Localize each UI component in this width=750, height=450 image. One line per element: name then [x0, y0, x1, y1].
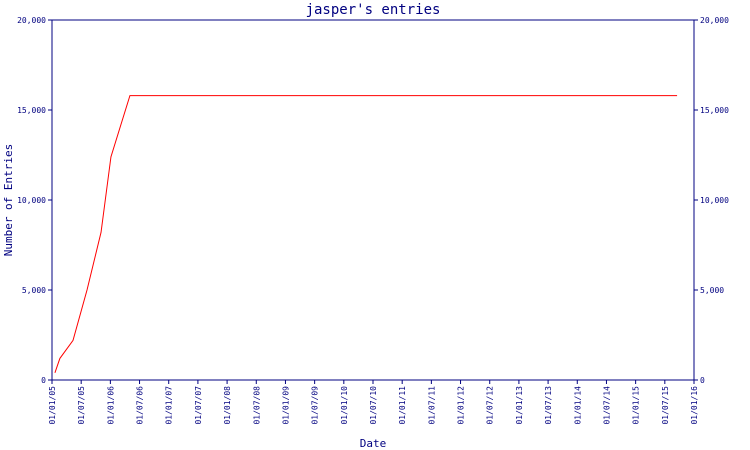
x-tick-label: 01/07/07	[194, 386, 203, 425]
x-tick-label: 01/07/06	[136, 386, 145, 425]
x-tick-label: 01/01/11	[398, 386, 407, 425]
x-tick-label: 01/07/15	[661, 386, 670, 425]
x-tick-label: 01/01/06	[106, 386, 115, 425]
y-tick-label: 20,000	[17, 16, 46, 25]
y2-tick-label: 5,000	[700, 286, 724, 295]
data-line	[54, 95, 678, 373]
plot-frame	[51, 19, 695, 381]
x-tick-label: 01/01/10	[340, 386, 349, 425]
x-tick-label: 01/01/07	[165, 386, 174, 425]
chart-title: jasper's entries	[306, 2, 441, 18]
x-tick-label: 01/01/12	[457, 386, 466, 425]
x-tick-label: 01/01/15	[632, 386, 641, 425]
y2-tick-label: 0	[700, 376, 705, 385]
y-tick-label: 15,000	[17, 106, 46, 115]
x-tick-label: 01/07/14	[602, 386, 611, 425]
x-tick-label: 01/01/08	[223, 386, 232, 425]
x-tick-label: 01/01/13	[515, 386, 524, 425]
x-tick-label: 01/07/05	[77, 386, 86, 425]
y2-tick-label: 20,000	[700, 16, 729, 25]
y-tick-label: 10,000	[17, 196, 46, 205]
x-tick-label: 01/07/13	[544, 386, 553, 425]
x-tick-label: 01/07/10	[369, 386, 378, 425]
x-tick-label: 01/01/16	[690, 386, 699, 425]
x-axis-label: Date	[360, 437, 387, 450]
x-tick-label: 01/07/09	[311, 386, 320, 425]
x-tick-label: 01/07/12	[486, 386, 495, 425]
y-tick-label: 5,000	[22, 286, 46, 295]
x-tick-label: 01/01/05	[48, 386, 57, 425]
y2-tick-label: 10,000	[700, 196, 729, 205]
x-tick-label: 01/07/11	[427, 386, 436, 425]
x-tick-label: 01/07/08	[252, 386, 261, 425]
x-tick-label: 01/01/09	[281, 386, 290, 425]
y-tick-label: 0	[41, 376, 46, 385]
y2-tick-label: 15,000	[700, 106, 729, 115]
x-tick-label: 01/01/14	[573, 386, 582, 425]
y-axis-label: Number of Entries	[2, 144, 15, 257]
